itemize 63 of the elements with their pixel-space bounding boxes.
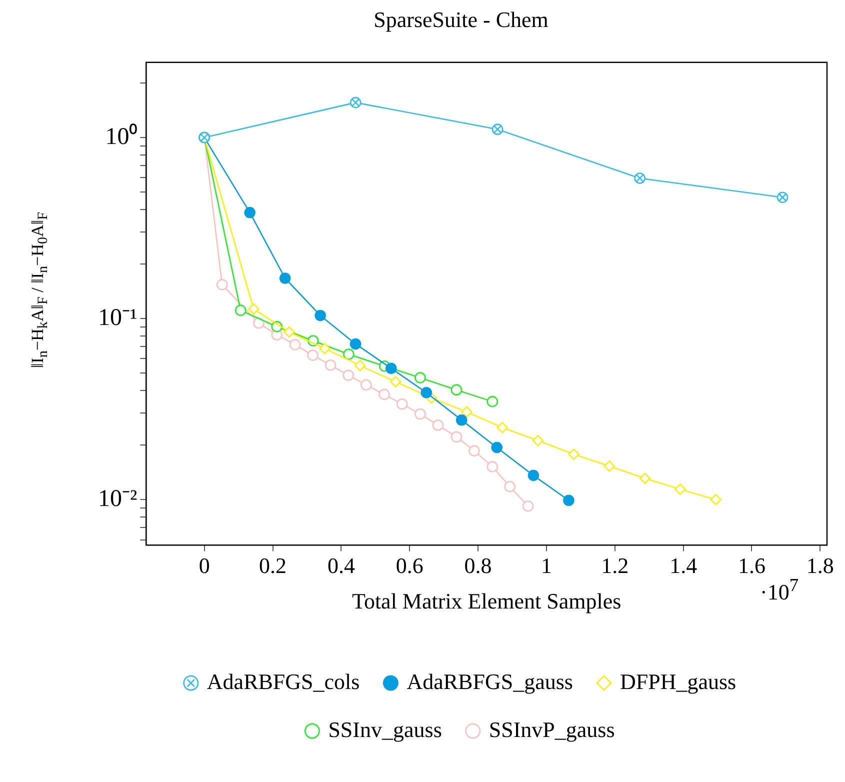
point bbox=[639, 472, 651, 484]
x-tick-label: 0.8 bbox=[464, 553, 492, 578]
point bbox=[396, 398, 408, 410]
point bbox=[248, 303, 260, 315]
legend-label: AdaRBFGS_cols bbox=[206, 668, 360, 694]
legend-label: SSInvP_gauss bbox=[488, 716, 615, 742]
point bbox=[216, 278, 228, 290]
x-tick-label: 1.2 bbox=[601, 553, 629, 578]
point bbox=[350, 338, 362, 350]
x-tick-label: 0.2 bbox=[259, 553, 287, 578]
y-tick-label: 10⁰ bbox=[105, 122, 138, 150]
point bbox=[314, 310, 326, 322]
legend-label: SSInv_gauss bbox=[328, 716, 442, 742]
y-tick-label: 10⁻¹ bbox=[98, 304, 138, 331]
point bbox=[284, 326, 295, 338]
chart-title: SparseSuite - Chem bbox=[374, 6, 548, 32]
point bbox=[491, 442, 503, 454]
point bbox=[420, 386, 432, 398]
point bbox=[532, 434, 544, 446]
point bbox=[386, 362, 397, 374]
point bbox=[456, 414, 468, 426]
point bbox=[486, 396, 498, 408]
point bbox=[279, 272, 291, 284]
point bbox=[504, 480, 516, 492]
point bbox=[253, 317, 264, 329]
point bbox=[289, 338, 301, 350]
point bbox=[378, 388, 390, 400]
point bbox=[307, 350, 318, 361]
point bbox=[450, 384, 462, 396]
point bbox=[234, 304, 246, 316]
x-tick-label: 0.4 bbox=[327, 553, 355, 578]
legend-label: AdaRBFGS_gauss bbox=[406, 668, 573, 694]
point bbox=[414, 408, 426, 420]
point bbox=[468, 445, 480, 456]
point bbox=[710, 494, 722, 506]
point bbox=[432, 419, 444, 431]
x-tick-label: 1.8 bbox=[806, 553, 834, 578]
x-axis-title: Total Matrix Element Samples bbox=[352, 588, 622, 614]
point bbox=[563, 494, 574, 506]
point bbox=[522, 500, 534, 512]
point bbox=[319, 342, 330, 354]
point bbox=[343, 348, 354, 360]
point bbox=[342, 370, 354, 381]
point bbox=[414, 372, 426, 384]
x-tick-label: 0.6 bbox=[396, 553, 424, 578]
point bbox=[244, 206, 256, 218]
x-tick-label: 1 bbox=[540, 553, 552, 578]
point bbox=[390, 376, 402, 388]
point bbox=[461, 406, 472, 418]
point bbox=[360, 379, 372, 391]
point bbox=[496, 422, 508, 434]
point bbox=[486, 461, 498, 472]
x-tick-label: 0 bbox=[198, 553, 210, 578]
point bbox=[568, 448, 580, 460]
y-tick-label: 10⁻² bbox=[98, 486, 138, 512]
point bbox=[354, 360, 366, 372]
point bbox=[604, 460, 616, 472]
point bbox=[450, 431, 462, 443]
legend-label: DFPH_gauss bbox=[620, 668, 736, 694]
point bbox=[528, 470, 540, 482]
x-tick-label: 1.4 bbox=[670, 553, 698, 578]
point bbox=[674, 484, 686, 495]
point bbox=[324, 359, 336, 371]
